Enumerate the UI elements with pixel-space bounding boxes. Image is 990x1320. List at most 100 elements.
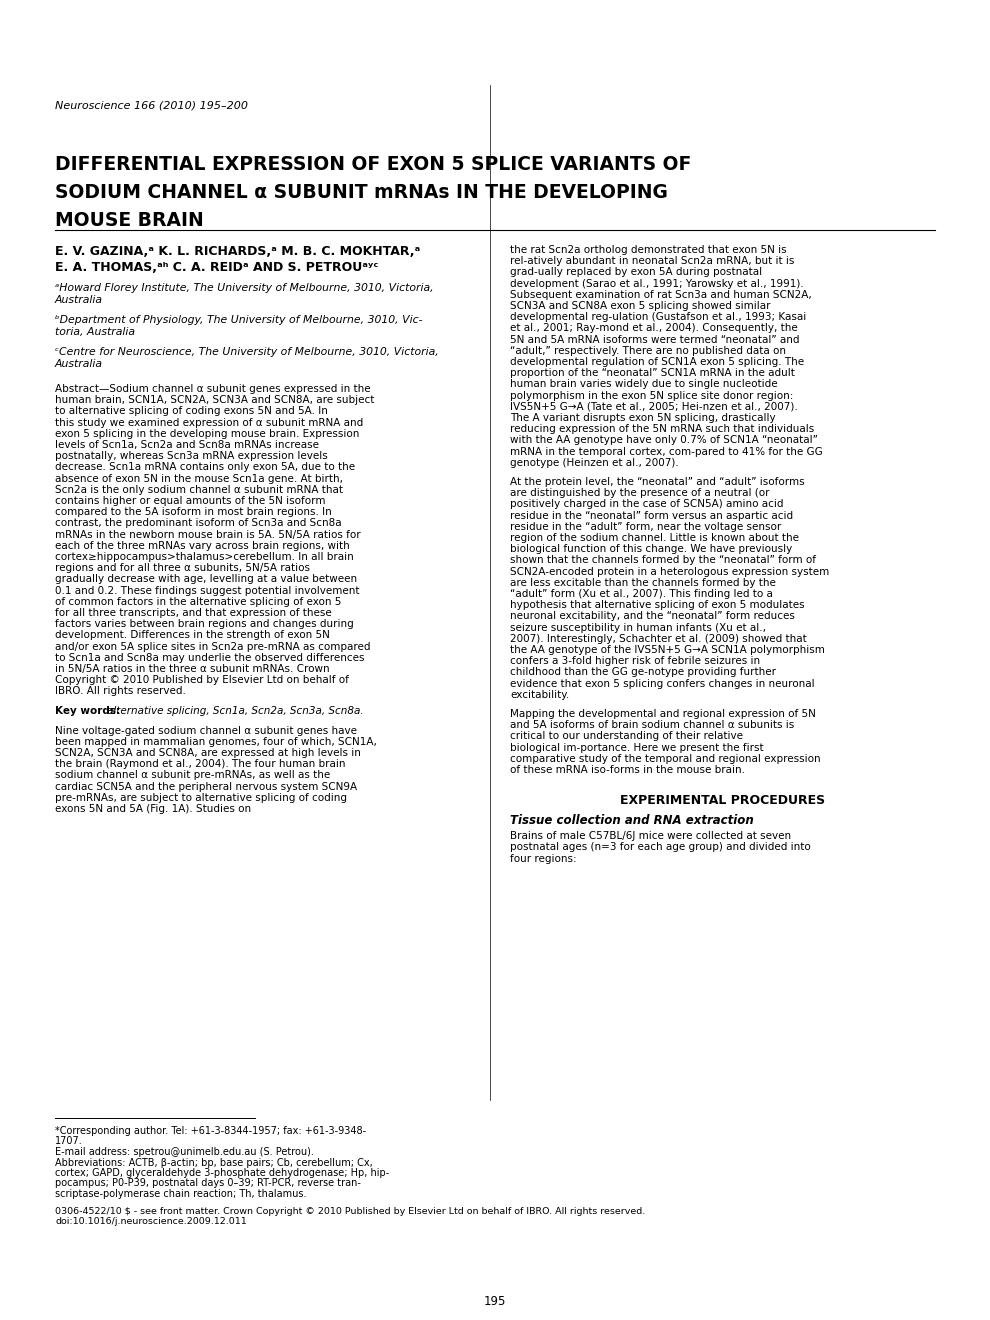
Text: 0.1 and 0.2. These findings suggest potential involvement: 0.1 and 0.2. These findings suggest pote… [55,586,359,595]
Text: SCN3A and SCN8A exon 5 splicing showed similar: SCN3A and SCN8A exon 5 splicing showed s… [510,301,770,312]
Text: pocampus; P0-P39, postnatal days 0–39; RT-PCR, reverse tran-: pocampus; P0-P39, postnatal days 0–39; R… [55,1179,361,1188]
Text: been mapped in mammalian genomes, four of which, SCN1A,: been mapped in mammalian genomes, four o… [55,737,377,747]
Text: the AA genotype of the IVS5N+5 G→A SCN1A polymorphism: the AA genotype of the IVS5N+5 G→A SCN1A… [510,645,825,655]
Text: Australia: Australia [55,359,103,370]
Text: polymorphism in the exon 5N splice site donor region:: polymorphism in the exon 5N splice site … [510,391,793,400]
Text: are less excitable than the channels formed by the: are less excitable than the channels for… [510,578,776,587]
Text: IBRO. All rights reserved.: IBRO. All rights reserved. [55,686,186,697]
Text: E-mail address: spetrou@unimelb.edu.au (S. Petrou).: E-mail address: spetrou@unimelb.edu.au (… [55,1147,314,1158]
Text: Key words:: Key words: [55,706,124,715]
Text: postnatally, whereas Scn3a mRNA expression levels: postnatally, whereas Scn3a mRNA expressi… [55,451,328,461]
Text: “adult” form (Xu et al., 2007). This finding led to a: “adult” form (Xu et al., 2007). This fin… [510,589,773,599]
Text: four regions:: four regions: [510,854,576,863]
Text: and/or exon 5A splice sites in Scn2a pre-mRNA as compared: and/or exon 5A splice sites in Scn2a pre… [55,642,370,652]
Text: EXPERIMENTAL PROCEDURES: EXPERIMENTAL PROCEDURES [620,795,825,808]
Text: Scn2a is the only sodium channel α subunit mRNA that: Scn2a is the only sodium channel α subun… [55,484,343,495]
Text: At the protein level, the “neonatal” and “adult” isoforms: At the protein level, the “neonatal” and… [510,477,805,487]
Text: the rat Scn2a ortholog demonstrated that exon 5N is: the rat Scn2a ortholog demonstrated that… [510,246,787,255]
Text: comparative study of the temporal and regional expression: comparative study of the temporal and re… [510,754,821,764]
Text: development. Differences in the strength of exon 5N: development. Differences in the strength… [55,631,330,640]
Text: SCN2A, SCN3A and SCN8A, are expressed at high levels in: SCN2A, SCN3A and SCN8A, are expressed at… [55,748,361,758]
Text: confers a 3-fold higher risk of febrile seizures in: confers a 3-fold higher risk of febrile … [510,656,760,667]
Text: SCN2A-encoded protein in a heterologous expression system: SCN2A-encoded protein in a heterologous … [510,566,830,577]
Text: of common factors in the alternative splicing of exon 5: of common factors in the alternative spl… [55,597,342,607]
Text: biological function of this change. We have previously: biological function of this change. We h… [510,544,792,554]
Text: hypothesis that alternative splicing of exon 5 modulates: hypothesis that alternative splicing of … [510,601,805,610]
Text: residue in the “adult” form, near the voltage sensor: residue in the “adult” form, near the vo… [510,521,781,532]
Text: ᵃHoward Florey Institute, The University of Melbourne, 3010, Victoria,: ᵃHoward Florey Institute, The University… [55,282,434,293]
Text: exon 5 splicing in the developing mouse brain. Expression: exon 5 splicing in the developing mouse … [55,429,359,438]
Text: The A variant disrupts exon 5N splicing, drastically: The A variant disrupts exon 5N splicing,… [510,413,775,422]
Text: developmental reg-ulation (Gustafson et al., 1993; Kasai: developmental reg-ulation (Gustafson et … [510,313,806,322]
Text: *Corresponding author. Tel: +61-3-8344-1957; fax: +61-3-9348-: *Corresponding author. Tel: +61-3-8344-1… [55,1126,366,1137]
Text: levels of Scn1a, Scn2a and Scn8a mRNAs increase: levels of Scn1a, Scn2a and Scn8a mRNAs i… [55,440,319,450]
Text: excitability.: excitability. [510,690,569,700]
Text: positively charged in the case of SCN5A) amino acid: positively charged in the case of SCN5A)… [510,499,783,510]
Text: cardiac SCN5A and the peripheral nervous system SCN9A: cardiac SCN5A and the peripheral nervous… [55,781,357,792]
Text: Subsequent examination of rat Scn3a and human SCN2A,: Subsequent examination of rat Scn3a and … [510,290,812,300]
Text: for all three transcripts, and that expression of these: for all three transcripts, and that expr… [55,609,332,618]
Text: ᶜCentre for Neuroscience, The University of Melbourne, 3010, Victoria,: ᶜCentre for Neuroscience, The University… [55,347,439,356]
Text: Neuroscience 166 (2010) 195–200: Neuroscience 166 (2010) 195–200 [55,100,248,110]
Text: mRNAs in the newborn mouse brain is 5A. 5N/5A ratios for: mRNAs in the newborn mouse brain is 5A. … [55,529,360,540]
Text: genotype (Heinzen et al., 2007).: genotype (Heinzen et al., 2007). [510,458,679,467]
Text: cortex; GAPD, glyceraldehyde 3-phosphate dehydrogenase; Hp, hip-: cortex; GAPD, glyceraldehyde 3-phosphate… [55,1168,389,1177]
Text: exons 5N and 5A (Fig. 1A). Studies on: exons 5N and 5A (Fig. 1A). Studies on [55,804,251,814]
Text: ᵇDepartment of Physiology, The University of Melbourne, 3010, Vic-: ᵇDepartment of Physiology, The Universit… [55,315,423,325]
Text: pre-mRNAs, are subject to alternative splicing of coding: pre-mRNAs, are subject to alternative sp… [55,793,347,803]
Text: this study we examined expression of α subunit mRNA and: this study we examined expression of α s… [55,417,363,428]
Text: DIFFERENTIAL EXPRESSION OF EXON 5 SPLICE VARIANTS OF: DIFFERENTIAL EXPRESSION OF EXON 5 SPLICE… [55,154,691,174]
Text: 2007). Interestingly, Schachter et al. (2009) showed that: 2007). Interestingly, Schachter et al. (… [510,634,807,644]
Text: IVS5N+5 G→A (Tate et al., 2005; Hei-nzen et al., 2007).: IVS5N+5 G→A (Tate et al., 2005; Hei-nzen… [510,401,798,412]
Text: E. V. GAZINA,ᵃ K. L. RICHARDS,ᵃ M. B. C. MOKHTAR,ᵃ: E. V. GAZINA,ᵃ K. L. RICHARDS,ᵃ M. B. C.… [55,246,420,257]
Text: postnatal ages (n=3 for each age group) and divided into: postnatal ages (n=3 for each age group) … [510,842,811,853]
Text: proportion of the “neonatal” SCN1A mRNA in the adult: proportion of the “neonatal” SCN1A mRNA … [510,368,795,379]
Text: mRNA in the temporal cortex, com-pared to 41% for the GG: mRNA in the temporal cortex, com-pared t… [510,446,823,457]
Text: decrease. Scn1a mRNA contains only exon 5A, due to the: decrease. Scn1a mRNA contains only exon … [55,462,355,473]
Text: shown that the channels formed by the “neonatal” form of: shown that the channels formed by the “n… [510,556,816,565]
Text: grad-ually replaced by exon 5A during postnatal: grad-ually replaced by exon 5A during po… [510,268,762,277]
Text: sodium channel α subunit pre-mRNAs, as well as the: sodium channel α subunit pre-mRNAs, as w… [55,771,331,780]
Text: critical to our understanding of their relative: critical to our understanding of their r… [510,731,743,742]
Text: Copyright © 2010 Published by Elsevier Ltd on behalf of: Copyright © 2010 Published by Elsevier L… [55,676,348,685]
Text: doi:10.1016/j.neuroscience.2009.12.011: doi:10.1016/j.neuroscience.2009.12.011 [55,1217,247,1226]
Text: SODIUM CHANNEL α SUBUNIT mRNAs IN THE DEVELOPING: SODIUM CHANNEL α SUBUNIT mRNAs IN THE DE… [55,183,668,202]
Text: and 5A isoforms of brain sodium channel α subunits is: and 5A isoforms of brain sodium channel … [510,721,794,730]
Text: developmental regulation of SCN1A exon 5 splicing. The: developmental regulation of SCN1A exon 5… [510,356,804,367]
Text: development (Sarao et al., 1991; Yarowsky et al., 1991).: development (Sarao et al., 1991; Yarowsk… [510,279,804,289]
Text: et al., 2001; Ray-mond et al., 2004). Consequently, the: et al., 2001; Ray-mond et al., 2004). Co… [510,323,798,334]
Text: in 5N/5A ratios in the three α subunit mRNAs. Crown: in 5N/5A ratios in the three α subunit m… [55,664,330,675]
Text: 1707.: 1707. [55,1137,83,1147]
Text: factors varies between brain regions and changes during: factors varies between brain regions and… [55,619,353,630]
Text: alternative splicing, Scn1a, Scn2a, Scn3a, Scn8a.: alternative splicing, Scn1a, Scn2a, Scn3… [107,706,363,715]
Text: contrast, the predominant isoform of Scn3a and Scn8a: contrast, the predominant isoform of Scn… [55,519,342,528]
Text: MOUSE BRAIN: MOUSE BRAIN [55,211,204,230]
Text: the brain (Raymond et al., 2004). The four human brain: the brain (Raymond et al., 2004). The fo… [55,759,346,770]
Text: are distinguished by the presence of a neutral (or: are distinguished by the presence of a n… [510,488,769,498]
Text: scriptase-polymerase chain reaction; Th, thalamus.: scriptase-polymerase chain reaction; Th,… [55,1189,307,1199]
Text: human brain varies widely due to single nucleotide: human brain varies widely due to single … [510,379,777,389]
Text: absence of exon 5N in the mouse Scn1a gene. At birth,: absence of exon 5N in the mouse Scn1a ge… [55,474,343,483]
Text: Tissue collection and RNA extraction: Tissue collection and RNA extraction [510,814,753,828]
Text: biological im-portance. Here we present the first: biological im-portance. Here we present … [510,743,763,752]
Text: region of the sodium channel. Little is known about the: region of the sodium channel. Little is … [510,533,799,543]
Text: regions and for all three α subunits, 5N/5A ratios: regions and for all three α subunits, 5N… [55,564,310,573]
Text: seizure susceptibility in human infants (Xu et al.,: seizure susceptibility in human infants … [510,623,766,632]
Text: each of the three mRNAs vary across brain regions, with: each of the three mRNAs vary across brai… [55,541,349,550]
Text: 5N and 5A mRNA isoforms were termed “neonatal” and: 5N and 5A mRNA isoforms were termed “neo… [510,334,800,345]
Text: E. A. THOMAS,ᵃʰ C. A. REIDᵃ AND S. PETROUᵃʸᶜ: E. A. THOMAS,ᵃʰ C. A. REIDᵃ AND S. PETRO… [55,261,378,275]
Text: 0306-4522/10 $ - see front matter. Crown Copyright © 2010 Published by Elsevier : 0306-4522/10 $ - see front matter. Crown… [55,1208,645,1217]
Text: of these mRNA iso-forms in the mouse brain.: of these mRNA iso-forms in the mouse bra… [510,766,745,775]
Text: Australia: Australia [55,294,103,305]
Text: “adult,” respectively. There are no published data on: “adult,” respectively. There are no publ… [510,346,786,356]
Text: toria, Australia: toria, Australia [55,327,135,337]
Text: human brain, SCN1A, SCN2A, SCN3A and SCN8A, are subject: human brain, SCN1A, SCN2A, SCN3A and SCN… [55,395,374,405]
Text: gradually decrease with age, levelling at a value between: gradually decrease with age, levelling a… [55,574,357,585]
Text: with the AA genotype have only 0.7% of SCN1A “neonatal”: with the AA genotype have only 0.7% of S… [510,436,818,445]
Text: residue in the “neonatal” form versus an aspartic acid: residue in the “neonatal” form versus an… [510,511,793,520]
Text: compared to the 5A isoform in most brain regions. In: compared to the 5A isoform in most brain… [55,507,332,517]
Text: cortex≥hippocampus>thalamus>cerebellum. In all brain: cortex≥hippocampus>thalamus>cerebellum. … [55,552,353,562]
Text: neuronal excitability, and the “neonatal” form reduces: neuronal excitability, and the “neonatal… [510,611,795,622]
Text: contains higher or equal amounts of the 5N isoform: contains higher or equal amounts of the … [55,496,326,506]
Text: Abbreviations: ACTB, β-actin; bp, base pairs; Cb, cerebellum; Cx,: Abbreviations: ACTB, β-actin; bp, base p… [55,1158,373,1167]
